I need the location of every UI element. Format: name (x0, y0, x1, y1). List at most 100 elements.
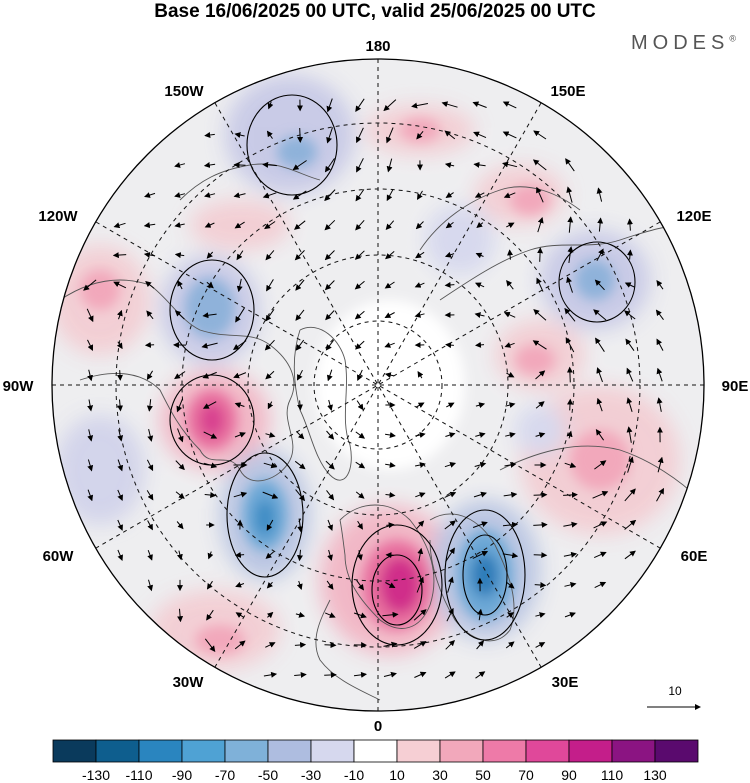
wind-arrow (235, 307, 245, 323)
wind-arrow (535, 432, 546, 438)
wind-arrow (236, 278, 243, 293)
wind-arrow (444, 671, 456, 679)
lon-label-30e: 30E (552, 674, 579, 691)
wind-arrow (233, 192, 246, 199)
wind-arrow (414, 282, 425, 288)
wind-arrow (382, 611, 399, 618)
wind-arrow (234, 551, 245, 558)
colorbar-swatch (95, 739, 140, 763)
wind-arrow (265, 432, 276, 438)
colorbar: -130 -110 -90 -70 -50 -30 -10 10 30 50 70 90 110 130 (52, 739, 699, 783)
wind-arrow (624, 282, 635, 288)
wind-reference-vector: 10 (647, 684, 701, 710)
colorbar-swatch (224, 739, 269, 763)
wind-arrow (327, 399, 333, 411)
wind-arrow (385, 220, 395, 231)
wind-arrow (176, 521, 184, 530)
wind-arrow (356, 400, 364, 411)
wind-arrow (445, 221, 454, 229)
wind-arrow (656, 338, 664, 351)
wind-arrow (626, 397, 633, 412)
wind-arrow (534, 582, 547, 589)
wind-arrow (444, 462, 457, 468)
wind-arrow (385, 251, 395, 260)
wind-arrow (445, 192, 454, 198)
wind-arrow (297, 369, 303, 381)
wind-arrow (266, 519, 274, 531)
wind-arrow (262, 192, 277, 199)
wind-arrow (532, 340, 547, 350)
wind-arrow (594, 279, 605, 291)
wind-arrow (506, 612, 515, 619)
wind-arrow (356, 580, 364, 591)
wind-arrow (626, 218, 633, 231)
wind-arrow (203, 431, 218, 439)
wind-arrow (324, 671, 337, 678)
wind-arrow (564, 462, 577, 469)
wind-arrow (564, 612, 576, 618)
wind-arrow (625, 338, 635, 351)
wind-arrow (177, 428, 184, 443)
wind-arrow (446, 607, 454, 622)
wind-arrow (444, 251, 455, 258)
wind-arrow (657, 456, 664, 473)
wind-arrow (504, 342, 515, 348)
wind-arrow (502, 101, 517, 109)
wind-arrow (533, 521, 548, 528)
wind-arrow (472, 521, 488, 528)
wind-arrow (533, 552, 548, 559)
wind-arrow (473, 161, 486, 168)
wind-arrow (233, 161, 246, 168)
wind-arrow (266, 581, 274, 589)
wind-arrow (565, 158, 575, 172)
wind-arrow (294, 220, 306, 230)
wind-arrow (262, 491, 279, 499)
wind-arrow (86, 308, 94, 323)
wind-arrow (385, 491, 396, 498)
wind-arrow (297, 127, 304, 143)
wind-arrow (357, 520, 363, 530)
colorbar-tick-label: -90 (172, 767, 192, 783)
wind-arrow (626, 249, 633, 260)
wind-arrow (356, 127, 364, 144)
wind-arrow (535, 642, 546, 648)
wind-arrow (505, 581, 515, 589)
wind-arrow (206, 580, 213, 590)
wind-arrow (83, 279, 97, 291)
wind-arrow (326, 490, 335, 501)
lon-label-90w: 90W (3, 378, 35, 395)
wind-arrow (117, 429, 124, 442)
wind-arrow (566, 186, 573, 203)
map-border (51, 58, 705, 712)
wind-arrow (563, 551, 578, 558)
wind-arrow (414, 671, 427, 678)
wind-arrow (117, 370, 123, 381)
colorbar-tick-label: 70 (518, 767, 534, 783)
wind-arrow (416, 190, 423, 200)
wind-arrow (263, 462, 278, 469)
wind-arrow (656, 279, 664, 290)
wind-arrow (174, 162, 186, 168)
wind-arrow (446, 402, 455, 409)
wind-arrow (147, 579, 154, 592)
wind-arrow (596, 187, 603, 202)
wind-arrow (597, 217, 604, 232)
wind-arrow (474, 461, 487, 468)
wind-arrow (502, 131, 517, 139)
wind-arrow (505, 432, 516, 438)
wind-arrow (384, 342, 395, 348)
lon-label-90e: 90E (722, 378, 749, 395)
wind-arrow (415, 251, 425, 259)
wind-arrow (384, 312, 395, 318)
wind-arrow (144, 192, 156, 198)
wind-arrow (503, 192, 516, 199)
wind-arrow (265, 309, 275, 322)
wind-arrow (444, 491, 457, 498)
wind-arrow (416, 520, 425, 530)
wind-arrow (354, 250, 365, 260)
wind-arrow (417, 547, 424, 562)
colorbar-tick-label: 90 (561, 767, 577, 783)
wind-arrow (475, 402, 486, 409)
wind-arrow (232, 340, 247, 350)
wind-arrow (263, 671, 278, 678)
